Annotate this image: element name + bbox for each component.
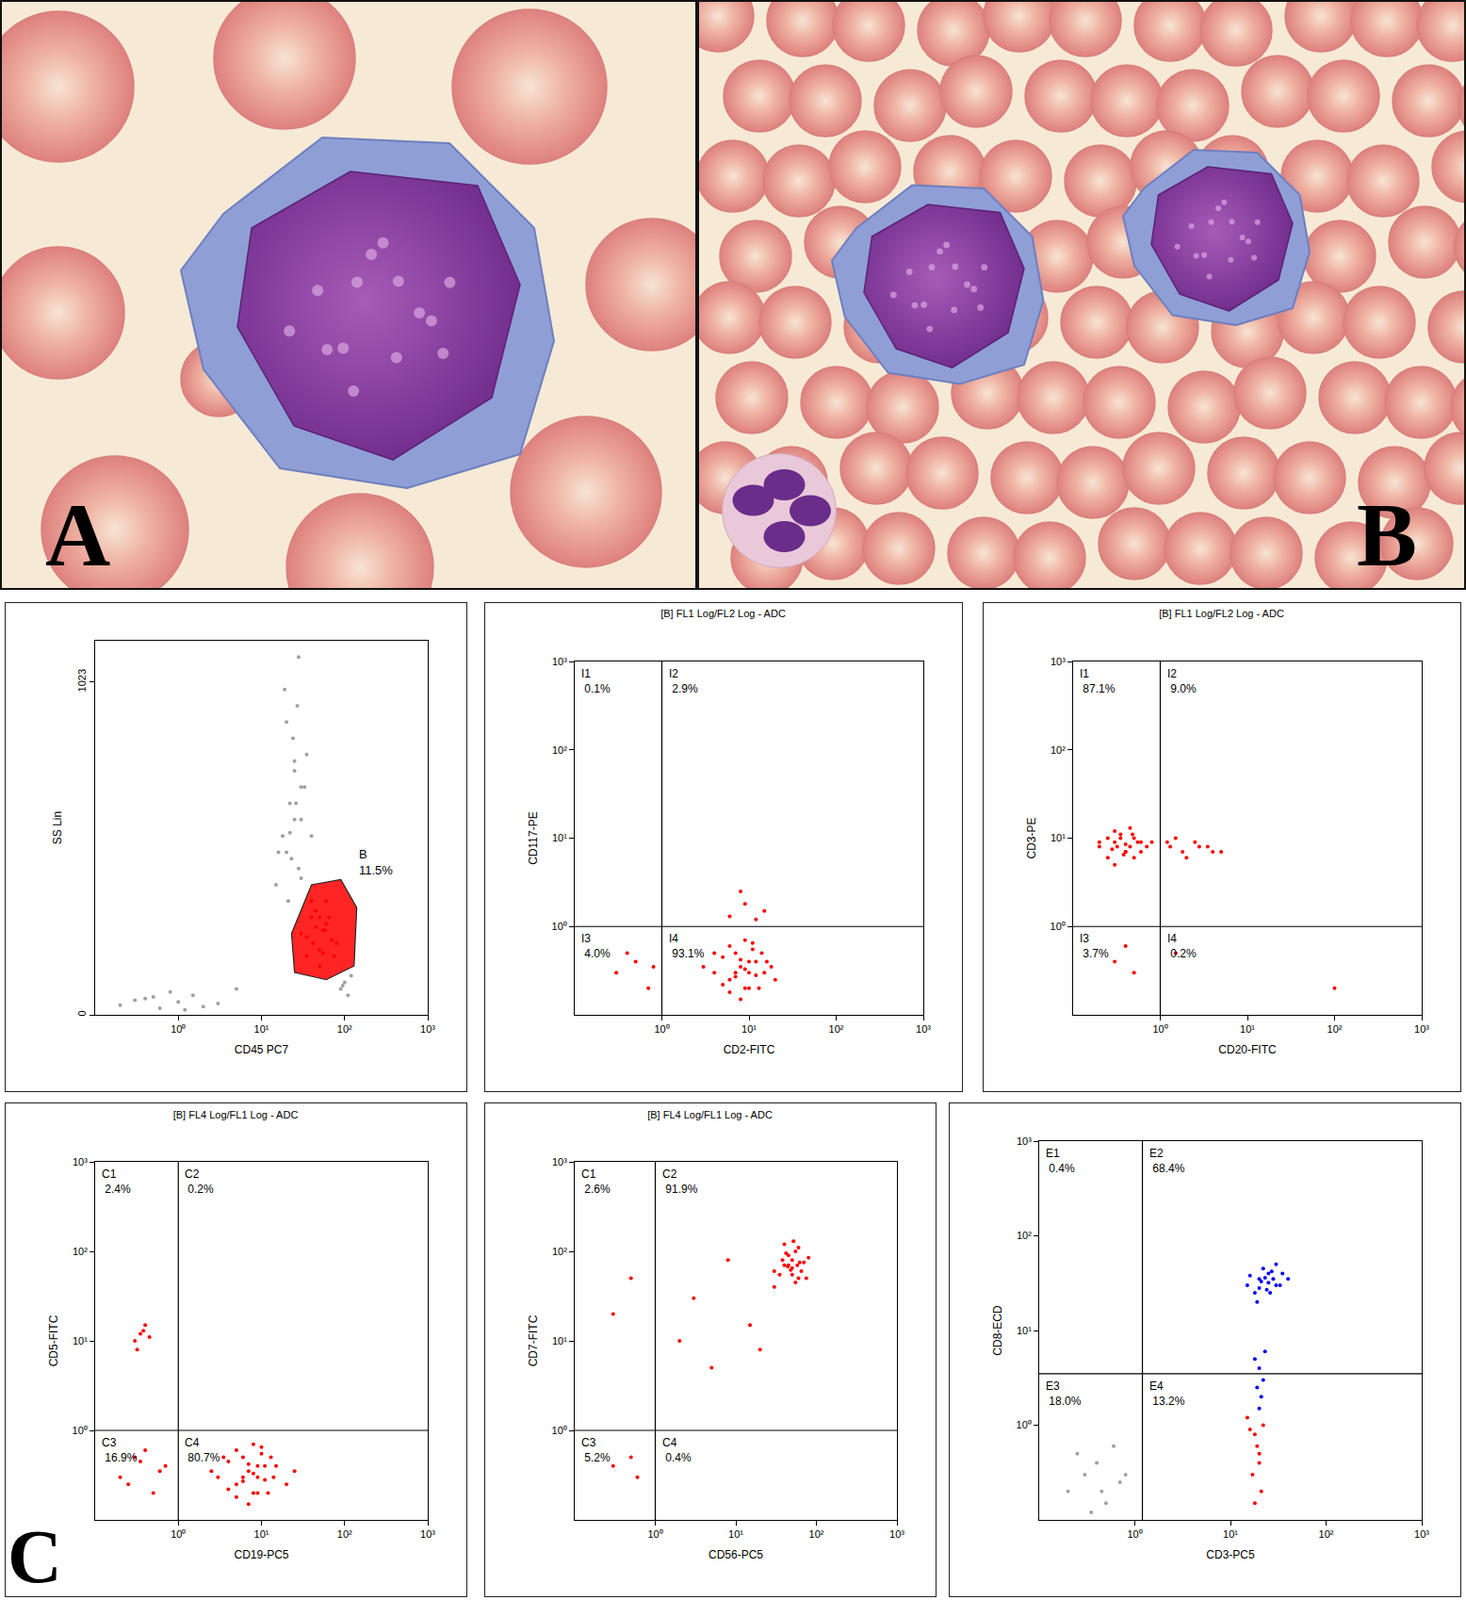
svg-text:CD117-PE: CD117-PE bbox=[526, 811, 540, 864]
svg-text:10³: 10³ bbox=[552, 655, 568, 668]
svg-text:B11.5%: B11.5% bbox=[358, 847, 393, 878]
svg-text:CD20-FITC: CD20-FITC bbox=[1218, 1042, 1277, 1057]
svg-text:10³: 10³ bbox=[1050, 655, 1066, 668]
svg-text:CD3-PC5: CD3-PC5 bbox=[1205, 1547, 1255, 1562]
svg-text:C4 0.4%: C4 0.4% bbox=[662, 1435, 692, 1465]
svg-text:10²: 10² bbox=[552, 1245, 568, 1257]
svg-text:SS Lin: SS Lin bbox=[50, 811, 65, 845]
svg-text:10³: 10³ bbox=[420, 1023, 436, 1035]
svg-text:10⁰: 10⁰ bbox=[1050, 920, 1066, 932]
svg-text:C2 91.9%: C2 91.9% bbox=[662, 1167, 699, 1196]
svg-text:10³: 10³ bbox=[1414, 1023, 1430, 1035]
svg-text:10⁰: 10⁰ bbox=[1152, 1023, 1168, 1035]
svg-text:10¹: 10¹ bbox=[1050, 831, 1066, 844]
svg-text:CD56-PC5: CD56-PC5 bbox=[708, 1547, 764, 1562]
svg-text:CD2-FITC: CD2-FITC bbox=[723, 1042, 776, 1057]
svg-text:10⁰: 10⁰ bbox=[653, 1023, 669, 1035]
svg-text:C4 80.7%: C4 80.7% bbox=[184, 1435, 221, 1465]
svg-text:CD3-PE: CD3-PE bbox=[1025, 816, 1039, 859]
svg-text:10³: 10³ bbox=[552, 1156, 568, 1168]
svg-text:I3 4.0%: I3 4.0% bbox=[581, 931, 611, 961]
svg-text:I2 9.0%: I2 9.0% bbox=[1167, 667, 1197, 696]
svg-text:10⁰: 10⁰ bbox=[170, 1528, 186, 1540]
svg-text:I1 87.1%: I1 87.1% bbox=[1079, 667, 1116, 696]
svg-text:10⁰: 10⁰ bbox=[170, 1023, 186, 1035]
svg-text:C1 2.6%: C1 2.6% bbox=[581, 1167, 611, 1196]
svg-text:I4 93.1%: I4 93.1% bbox=[668, 931, 705, 961]
svg-text:10⁰: 10⁰ bbox=[552, 920, 568, 932]
svg-text:1023: 1023 bbox=[76, 668, 88, 692]
svg-text:10²: 10² bbox=[1050, 744, 1066, 756]
svg-text:[B] FL4 Log/FL1 Log - ADC: [B] FL4 Log/FL1 Log - ADC bbox=[173, 1108, 299, 1121]
svg-text:I3 3.7%: I3 3.7% bbox=[1079, 931, 1109, 961]
svg-text:10¹: 10¹ bbox=[728, 1528, 744, 1540]
svg-text:10⁰: 10⁰ bbox=[72, 1424, 88, 1436]
svg-text:10⁰: 10⁰ bbox=[552, 1424, 568, 1436]
html-text:B: B bbox=[1356, 484, 1418, 586]
svg-text:10⁰: 10⁰ bbox=[647, 1528, 663, 1540]
svg-text:10²: 10² bbox=[552, 744, 568, 756]
svg-text:[B] FL1 Log/FL2 Log - ADC: [B] FL1 Log/FL2 Log - ADC bbox=[660, 607, 786, 619]
svg-text:10²: 10² bbox=[337, 1528, 353, 1540]
svg-text:[B] FL4 Log/FL1 Log - ADC: [B] FL4 Log/FL1 Log - ADC bbox=[647, 1108, 773, 1121]
svg-text:10³: 10³ bbox=[915, 1023, 931, 1035]
svg-text:10¹: 10¹ bbox=[552, 1335, 568, 1347]
svg-text:I1 0.1%: I1 0.1% bbox=[581, 667, 611, 696]
svg-text:10²: 10² bbox=[337, 1023, 353, 1035]
svg-text:E4 13.2%: E4 13.2% bbox=[1149, 1379, 1186, 1408]
svg-text:10¹: 10¹ bbox=[1016, 1324, 1032, 1336]
svg-text:C3 5.2%: C3 5.2% bbox=[581, 1435, 611, 1465]
svg-text:10²: 10² bbox=[72, 1245, 88, 1257]
svg-text:CD45 PC7: CD45 PC7 bbox=[234, 1042, 290, 1057]
html-text:A: A bbox=[45, 484, 111, 586]
svg-text:10²: 10² bbox=[809, 1528, 825, 1540]
svg-text:10¹: 10¹ bbox=[72, 1335, 88, 1347]
svg-text:10²: 10² bbox=[1016, 1229, 1032, 1241]
svg-text:10³: 10³ bbox=[420, 1528, 436, 1540]
svg-text:E3 18.0%: E3 18.0% bbox=[1045, 1379, 1082, 1408]
svg-text:C1 2.4%: C1 2.4% bbox=[101, 1167, 131, 1196]
svg-text:CD5-FITC: CD5-FITC bbox=[47, 1314, 61, 1367]
svg-text:10¹: 10¹ bbox=[254, 1528, 270, 1540]
svg-text:10³: 10³ bbox=[1414, 1528, 1430, 1540]
svg-text:0: 0 bbox=[76, 1009, 88, 1016]
svg-text:10³: 10³ bbox=[72, 1156, 88, 1168]
svg-text:10²: 10² bbox=[829, 1023, 845, 1035]
svg-text:I2 2.9%: I2 2.9% bbox=[668, 667, 699, 696]
svg-text:E2 68.4%: E2 68.4% bbox=[1149, 1146, 1186, 1175]
svg-text:CD7-FITC: CD7-FITC bbox=[526, 1314, 540, 1367]
svg-text:C3 16.9%: C3 16.9% bbox=[101, 1435, 138, 1465]
svg-text:E1 0.4%: E1 0.4% bbox=[1045, 1146, 1076, 1175]
svg-text:C2 0.2%: C2 0.2% bbox=[184, 1167, 214, 1196]
svg-text:10⁰: 10⁰ bbox=[1016, 1418, 1032, 1431]
svg-text:I4 0.2%: I4 0.2% bbox=[1167, 931, 1197, 961]
svg-text:CD19-PC5: CD19-PC5 bbox=[233, 1547, 289, 1562]
svg-text:10³: 10³ bbox=[889, 1528, 905, 1540]
svg-text:10¹: 10¹ bbox=[741, 1023, 757, 1035]
svg-text:[B] FL1 Log/FL2 Log - ADC: [B] FL1 Log/FL2 Log - ADC bbox=[1158, 607, 1285, 619]
svg-text:10²: 10² bbox=[1319, 1528, 1335, 1540]
svg-text:10⁰: 10⁰ bbox=[1126, 1528, 1142, 1540]
svg-text:10³: 10³ bbox=[1016, 1135, 1032, 1147]
svg-text:10¹: 10¹ bbox=[552, 831, 568, 844]
svg-text:10¹: 10¹ bbox=[1239, 1023, 1255, 1035]
svg-text:10¹: 10¹ bbox=[1222, 1528, 1238, 1540]
svg-text:10¹: 10¹ bbox=[254, 1023, 270, 1035]
html-text:C: C bbox=[7, 1514, 62, 1598]
svg-text:CD8-ECD: CD8-ECD bbox=[991, 1304, 1005, 1356]
svg-text:10²: 10² bbox=[1327, 1023, 1343, 1035]
